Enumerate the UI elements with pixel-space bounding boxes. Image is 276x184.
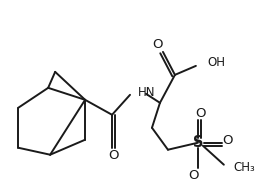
Text: O: O: [153, 38, 163, 51]
Text: CH₃: CH₃: [234, 161, 256, 174]
Text: O: O: [108, 149, 118, 162]
Text: OH: OH: [208, 56, 226, 69]
Text: S: S: [193, 135, 203, 150]
Text: HN: HN: [138, 86, 155, 99]
Text: O: O: [189, 169, 199, 182]
Text: O: O: [196, 107, 206, 120]
Text: O: O: [222, 134, 233, 147]
